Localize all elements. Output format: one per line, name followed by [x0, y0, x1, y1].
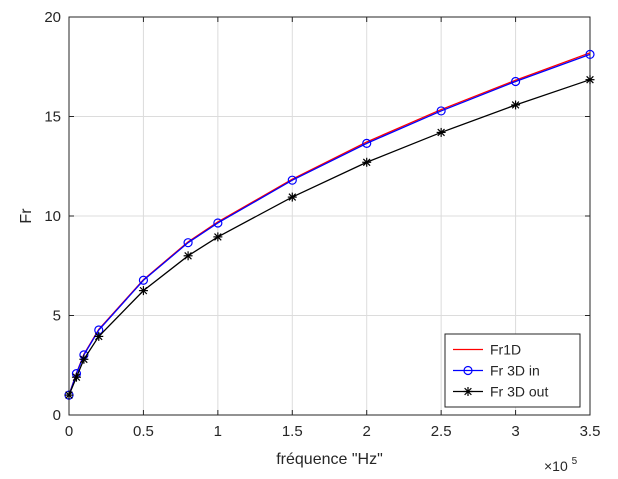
- x-exponent-power: 5: [572, 456, 578, 467]
- circle-marker: [138, 275, 149, 285]
- y-tick-label: 0: [53, 407, 61, 424]
- series-group: [64, 49, 595, 400]
- circle-marker: [510, 76, 521, 87]
- circle-marker: [585, 49, 595, 60]
- data-point: [183, 238, 193, 248]
- x-tick-label: 0.5: [133, 423, 154, 440]
- asterisk-marker-stroke: [362, 158, 371, 167]
- x-tick-label: 2: [363, 423, 371, 440]
- data-point: [213, 218, 223, 228]
- y-tick-label: 5: [53, 308, 61, 325]
- asterisk-marker-stroke: [464, 387, 472, 396]
- circle-marker: [287, 175, 297, 185]
- data-point: [362, 138, 372, 148]
- data-point: [79, 354, 89, 364]
- data-point: [511, 100, 521, 110]
- circle-marker: [463, 365, 473, 376]
- asterisk-marker-stroke: [184, 252, 192, 260]
- x-exponent-label: ×10 5: [544, 456, 578, 474]
- asterisk-marker-stroke: [586, 75, 594, 84]
- y-axis: 0 5 10 15 20: [44, 9, 590, 424]
- data-point: [362, 157, 372, 167]
- data-point: [436, 106, 446, 116]
- data-point: [64, 390, 74, 400]
- x-tick-label: 3: [511, 423, 519, 440]
- series-line: [68, 79, 591, 396]
- x-tick-label: 3.5: [580, 423, 601, 440]
- legend: Fr1D Fr 3D in Fr 3D out: [444, 333, 581, 408]
- legend-entry: Fr1D: [453, 342, 521, 358]
- data-point: [138, 275, 149, 285]
- asterisk-marker-stroke: [72, 373, 81, 381]
- y-tick-label: 15: [44, 109, 61, 126]
- x-axis-label: fréquence "Hz": [276, 451, 383, 468]
- y-tick-label: 20: [44, 9, 61, 26]
- data-point: [183, 251, 193, 261]
- data-point: [71, 372, 81, 382]
- legend-label: Fr 3D out: [490, 384, 548, 400]
- x-tick-label: 1.5: [282, 423, 303, 440]
- data-point: [510, 76, 521, 87]
- asterisk-marker-stroke: [94, 332, 103, 341]
- circle-marker: [436, 106, 446, 116]
- circle-marker: [362, 138, 372, 148]
- data-point: [436, 127, 446, 137]
- asterisk-marker-stroke: [65, 391, 73, 399]
- x-tick-label: 0: [65, 423, 73, 440]
- data-point: [138, 286, 148, 296]
- x-tick-label: 1: [214, 423, 222, 440]
- data-point: [585, 49, 595, 60]
- x-tick-label: 2.5: [431, 423, 452, 440]
- asterisk-marker-stroke: [80, 355, 88, 364]
- asterisk-marker-stroke: [437, 128, 445, 137]
- data-point: [287, 192, 297, 202]
- asterisk-marker-stroke: [288, 193, 297, 201]
- legend-entry: Fr 3D out: [453, 384, 548, 400]
- data-point: [94, 331, 104, 341]
- y-tick-label: 10: [44, 208, 61, 225]
- x-exponent-base: ×10: [544, 458, 568, 474]
- legend-label: Fr 3D in: [490, 363, 540, 379]
- asterisk-marker-stroke: [214, 233, 222, 241]
- y-axis-label: Fr: [18, 208, 35, 224]
- circle-marker: [183, 238, 193, 248]
- asterisk-marker-stroke: [511, 101, 520, 109]
- legend-label: Fr1D: [490, 342, 521, 358]
- data-point: [287, 175, 297, 185]
- x-axis: 0 0.5 1 1.5 2 2.5 3 3.5: [65, 17, 601, 440]
- data-point: [213, 232, 223, 242]
- series-fr-3d-out: [64, 75, 595, 400]
- asterisk-marker-stroke: [139, 286, 148, 295]
- data-point: [585, 75, 595, 85]
- circle-marker: [213, 218, 223, 228]
- legend-entry: Fr 3D in: [453, 363, 540, 379]
